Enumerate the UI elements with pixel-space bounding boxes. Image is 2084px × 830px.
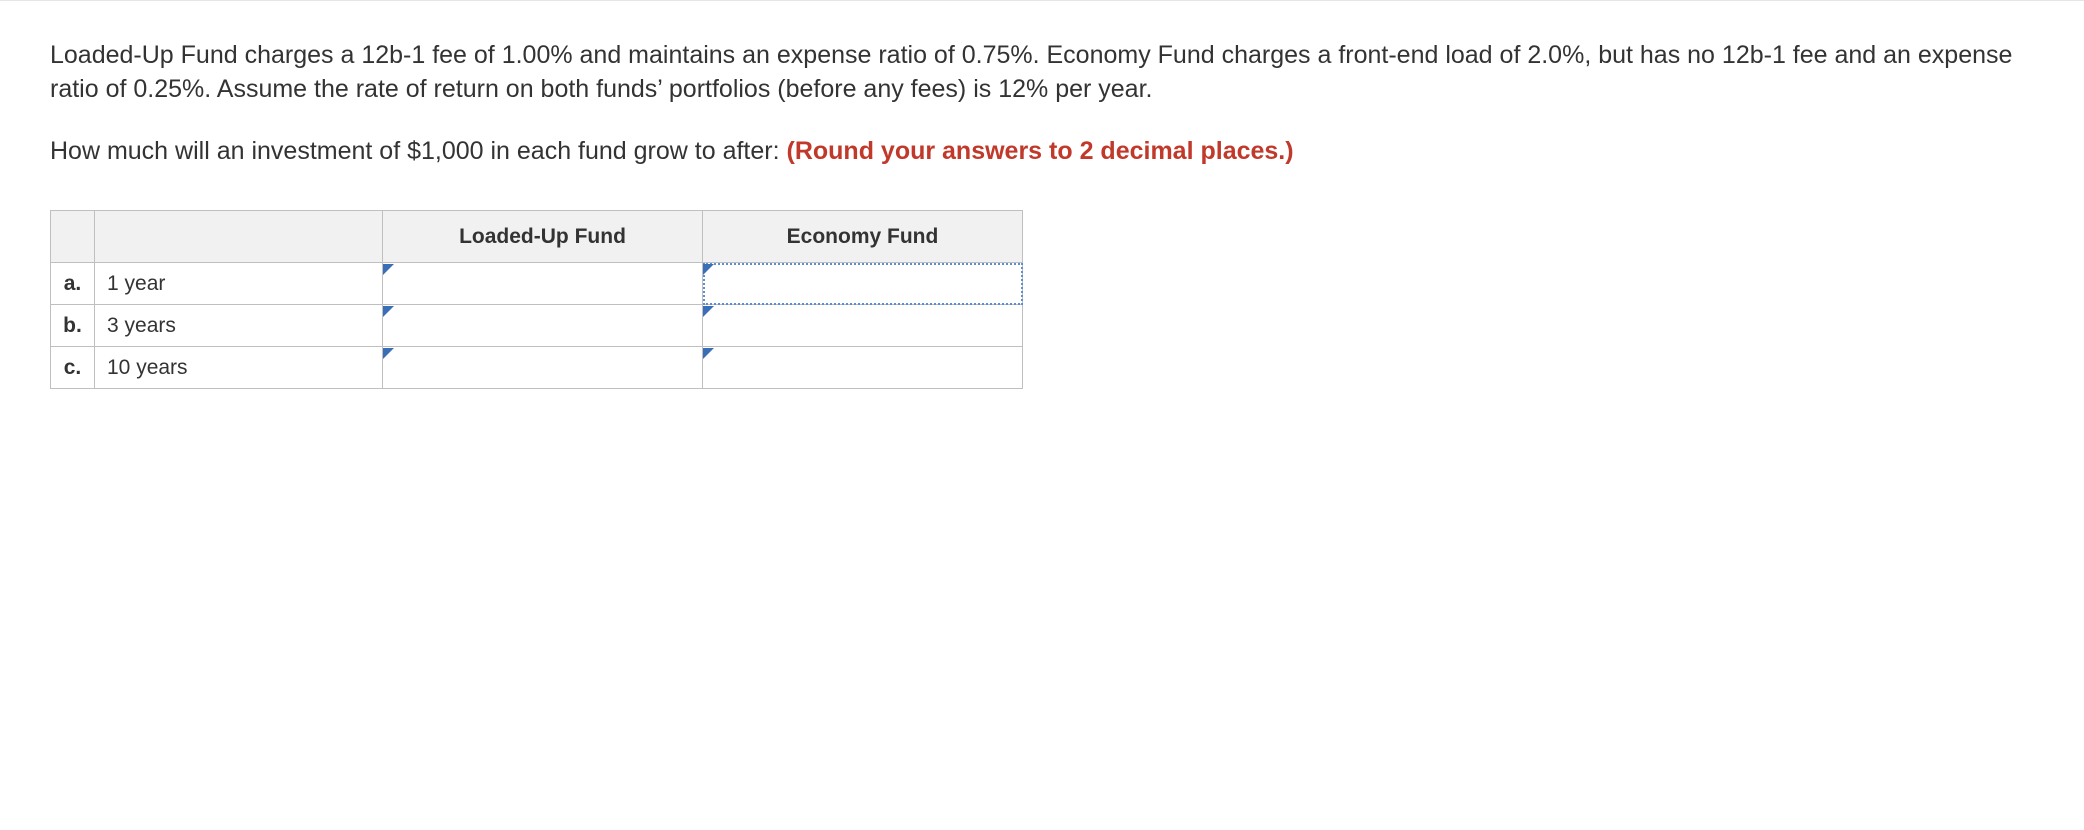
input-marker-icon xyxy=(383,264,394,275)
row-letter-a: a. xyxy=(51,263,95,305)
cell-c-economy[interactable] xyxy=(703,347,1023,389)
header-blank-label xyxy=(95,211,383,263)
input-c-economy[interactable] xyxy=(703,348,1022,388)
header-loaded-up: Loaded-Up Fund xyxy=(383,211,703,263)
table-row: a. 1 year xyxy=(51,263,1023,305)
cell-b-loaded-up[interactable] xyxy=(383,305,703,347)
problem-paragraph: Loaded-Up Fund charges a 12b-1 fee of 1.… xyxy=(50,39,2034,107)
input-marker-icon xyxy=(703,348,714,359)
table-header-row: Loaded-Up Fund Economy Fund xyxy=(51,211,1023,263)
input-c-loaded-up[interactable] xyxy=(383,348,702,388)
cell-b-economy[interactable] xyxy=(703,305,1023,347)
row-letter-b: b. xyxy=(51,305,95,347)
row-letter-c: c. xyxy=(51,347,95,389)
input-b-loaded-up[interactable] xyxy=(383,306,702,346)
table-row: b. 3 years xyxy=(51,305,1023,347)
input-marker-icon xyxy=(703,264,714,275)
input-marker-icon xyxy=(703,306,714,317)
row-label-10years: 10 years xyxy=(95,347,383,389)
question-prefix: How much will an investment of $1,000 in… xyxy=(50,137,787,165)
cell-a-economy[interactable] xyxy=(703,263,1023,305)
row-label-1year: 1 year xyxy=(95,263,383,305)
input-b-economy[interactable] xyxy=(703,306,1022,346)
header-blank-letter xyxy=(51,211,95,263)
header-economy: Economy Fund xyxy=(703,211,1023,263)
input-marker-icon xyxy=(383,306,394,317)
cell-c-loaded-up[interactable] xyxy=(383,347,703,389)
rounding-instruction: (Round your answers to 2 decimal places.… xyxy=(787,137,1294,165)
cell-a-loaded-up[interactable] xyxy=(383,263,703,305)
table-row: c. 10 years xyxy=(51,347,1023,389)
row-label-3years: 3 years xyxy=(95,305,383,347)
input-a-loaded-up[interactable] xyxy=(383,264,702,304)
input-marker-icon xyxy=(383,348,394,359)
answer-table: Loaded-Up Fund Economy Fund a. 1 year xyxy=(50,210,1023,389)
question-line: How much will an investment of $1,000 in… xyxy=(50,135,2034,169)
problem-container: Loaded-Up Fund charges a 12b-1 fee of 1.… xyxy=(0,1,2084,429)
input-a-economy[interactable] xyxy=(703,264,1022,304)
